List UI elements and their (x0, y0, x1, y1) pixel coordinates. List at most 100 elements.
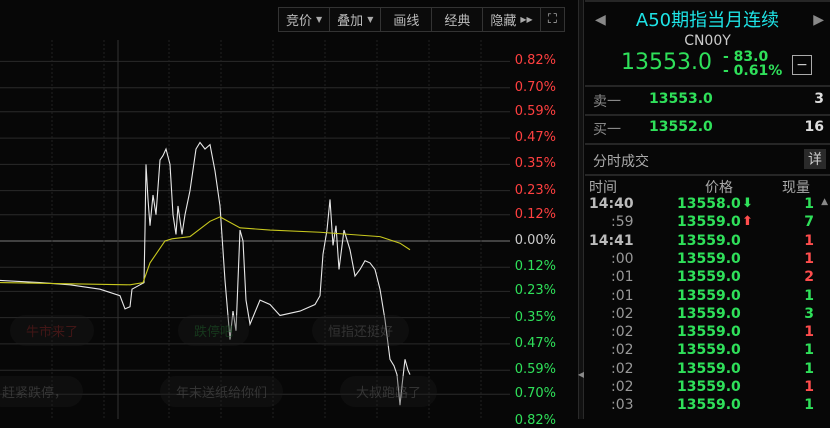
chart-toolbar: 竞价 ▼ 叠加 ▼ 画线 经典 隐藏 ▶▶ ⛶ (278, 7, 565, 32)
tick-volume: 3 (804, 305, 814, 322)
tick-row: :02 13559.0 1 (585, 324, 830, 342)
average-line (0, 216, 411, 286)
tick-price: 13559.0 (677, 397, 741, 414)
arrow-down-icon: ⬇ (742, 196, 753, 211)
tick-time: :02 (611, 360, 634, 377)
expand-icon: ⛶ (547, 12, 557, 27)
intraday-chart[interactable]: 0.82% 0.70% 0.59% 0.47% 0.35% 0.23% 0.12% 0.00%… (0, 0, 578, 428)
tick-price: 13559.0 (677, 324, 741, 341)
y-tick-label: 0.47% (514, 130, 556, 146)
tick-volume: 1 (804, 342, 814, 359)
danmaku-bubble: 赶紧跌停， (0, 376, 84, 407)
draw-line-button[interactable]: 画线 (381, 8, 433, 31)
tick-time: :02 (611, 305, 634, 322)
y-tick-label: 0.12% (514, 259, 556, 275)
tick-price: 13559.0 (677, 250, 741, 267)
tick-price: 13559.0 (677, 214, 741, 231)
y-tick-label: 0.12% (514, 206, 556, 222)
tick-time: 14:40 (589, 196, 634, 212)
overlay-dropdown[interactable]: 叠加 ▼ (330, 8, 382, 31)
danmaku-bubble: 恒指还挺好 (312, 315, 410, 346)
tick-time: :03 (611, 397, 634, 414)
price-line (0, 141, 411, 406)
instrument-code: CN00Y (684, 33, 731, 49)
ask-volume: 3 (814, 91, 824, 107)
tick-price: 13559.0 (677, 360, 741, 377)
tick-time: :02 (611, 324, 634, 341)
tick-row: :02 13559.0 1 (585, 361, 830, 379)
section-title: 分时成交 (593, 154, 649, 170)
classic-button[interactable]: 经典 (432, 8, 484, 31)
price-change-pct: - 0.61% (723, 63, 783, 79)
last-price: 13553.0 (621, 50, 712, 75)
label: 竞价 (286, 14, 313, 29)
danmaku-bubble: 牛市来了 (10, 315, 95, 346)
y-tick-label: 0.35% (514, 156, 556, 172)
minus-button[interactable]: − (792, 55, 812, 75)
tick-row: :02 13559.0 1 (585, 379, 830, 397)
next-arrow-icon[interactable]: ▶ (813, 12, 824, 28)
tick-time: :01 (611, 269, 634, 286)
tick-time: :01 (611, 287, 634, 304)
danmaku-bubble: 年末送纸给你们 (160, 376, 284, 407)
y-tick-label: 0.70% (514, 386, 556, 402)
tick-row: :01 13559.0 2 (585, 269, 830, 287)
tick-volume: 1 (804, 379, 814, 395)
double-chevron-right-icon: ▶▶ (520, 15, 533, 24)
tick-volume: 1 (804, 250, 814, 267)
tick-volume: 1 (804, 196, 814, 212)
price-plot[interactable] (0, 0, 510, 419)
detail-button[interactable]: 详 (804, 149, 826, 169)
y-tick-label: 0.82% (514, 53, 556, 69)
instrument-title: A50期指当月连续 (635, 10, 780, 31)
bid-volume: 16 (804, 119, 824, 135)
caret-down-icon: ▼ (367, 15, 374, 24)
auction-dropdown[interactable]: 竞价 ▼ (279, 8, 331, 31)
tick-price: 13559.0 (677, 305, 741, 322)
panel-divider[interactable] (578, 0, 584, 419)
bid-label: 买一 (593, 122, 621, 138)
tick-price: 13559.0 (677, 342, 741, 359)
danmaku-bubble: 大叔跑路了 (340, 376, 438, 407)
tick-volume: 1 (804, 287, 814, 304)
header-price: 价格 (705, 180, 733, 196)
header-volume: 现量 (782, 180, 810, 196)
y-tick-label: 0.82% (514, 412, 556, 428)
y-tick-label: 0.23% (514, 182, 556, 198)
tick-volume: 1 (804, 360, 814, 377)
hide-button[interactable]: 隐藏 ▶▶ (483, 8, 541, 31)
tick-row: 14:41 13559.0 1 (585, 233, 830, 251)
price-change: - 83.0 (723, 49, 769, 65)
fullscreen-button[interactable]: ⛶ (540, 8, 564, 31)
prev-arrow-icon[interactable]: ◀ (595, 12, 606, 28)
header-time: 时间 (589, 180, 617, 196)
tick-volume: 1 (804, 232, 814, 249)
tick-row: :03 13559.0 1 (585, 397, 830, 415)
tick-time: :02 (611, 342, 634, 359)
tick-time: :59 (611, 214, 634, 231)
y-tick-label: 0.23% (514, 283, 556, 299)
tick-row: :01 13559.0 1 (585, 288, 830, 306)
tick-row: :02 13559.0 1 (585, 342, 830, 360)
tick-row: :02 13559.0 3 (585, 306, 830, 324)
y-tick-label: 0.59% (514, 103, 556, 119)
collapse-arrow-icon[interactable]: ◀ (577, 369, 585, 379)
tick-volume: 1 (804, 397, 814, 414)
tick-time: 14:41 (589, 232, 634, 249)
tick-volume: 2 (804, 269, 814, 286)
tick-volume: 7 (804, 214, 814, 231)
tick-price: 13559.0 (677, 379, 741, 395)
y-tick-label: 0.70% (514, 79, 556, 95)
tick-row: :00 13559.0 1 (585, 251, 830, 269)
ask-row: 卖一 13553.0 3 (585, 91, 830, 111)
tick-price: 13558.0 (677, 196, 741, 212)
scroll-up-icon[interactable]: ▲ (821, 197, 828, 207)
quote-panel: ◀ ▶ A50期指当月连续 CN00Y 13553.0 - 83.0 - 0.6… (585, 0, 830, 419)
tick-price: 13559.0 (677, 269, 741, 286)
ask-price: 13553.0 (649, 91, 713, 107)
danmaku-bubble: 跌停吧 (178, 315, 250, 346)
y-tick-label: 0.47% (514, 335, 556, 351)
bid-row: 买一 13552.0 16 (585, 119, 830, 139)
tick-time: :02 (611, 379, 634, 395)
tick-row: 14:40 13558.0 ⬇ 1 (585, 196, 830, 214)
